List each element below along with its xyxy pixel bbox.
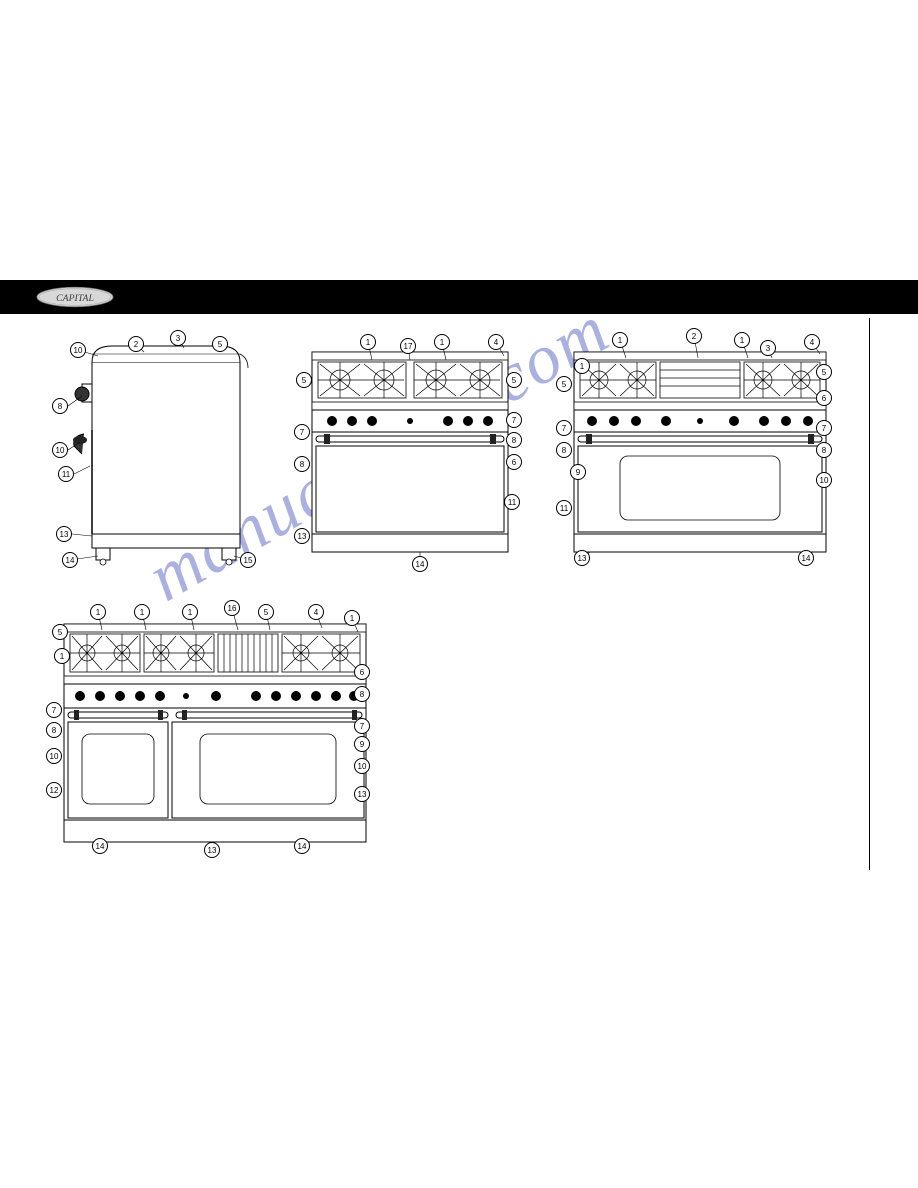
diagram-front-30: 117145577886111314: [290, 334, 530, 574]
callout-10: 10: [816, 472, 832, 488]
callout-10: 10: [46, 748, 62, 764]
callout-14: 14: [62, 552, 78, 568]
callout-14: 14: [798, 550, 814, 566]
callout-9: 9: [570, 464, 586, 480]
callout-5: 5: [506, 372, 522, 388]
callout-7: 7: [506, 412, 522, 428]
brand-logo: CAPITAL: [36, 286, 114, 308]
callout-8: 8: [506, 432, 522, 448]
callout-5: 5: [258, 604, 274, 620]
callout-4: 4: [804, 334, 820, 350]
callout-7: 7: [354, 718, 370, 734]
callout-5: 5: [212, 336, 228, 352]
callout-15: 15: [240, 552, 256, 568]
column-divider: [869, 318, 870, 870]
callout-14: 14: [92, 838, 108, 854]
callout-11: 11: [556, 500, 572, 516]
callout-1: 1: [434, 334, 450, 350]
callout-1: 1: [90, 604, 106, 620]
callout-2: 2: [128, 336, 144, 352]
callout-1: 1: [54, 648, 70, 664]
callout-13: 13: [204, 842, 220, 858]
callout-8: 8: [556, 442, 572, 458]
callout-1: 1: [360, 334, 376, 350]
callout-14: 14: [294, 838, 310, 854]
svg-text:CAPITAL: CAPITAL: [56, 293, 94, 304]
callout-1: 1: [182, 604, 198, 620]
callout-7: 7: [46, 702, 62, 718]
callout-8: 8: [816, 442, 832, 458]
diagram-side-view: 1023581011131415: [44, 334, 264, 574]
callout-1: 1: [134, 604, 150, 620]
callout-5: 5: [556, 376, 572, 392]
callout-10: 10: [52, 442, 68, 458]
callout-11: 11: [58, 466, 74, 482]
callout-5: 5: [816, 364, 832, 380]
callout-13: 13: [294, 528, 310, 544]
callout-1: 1: [344, 610, 360, 626]
callout-6: 6: [816, 390, 832, 406]
callout-9: 9: [354, 736, 370, 752]
callout-6: 6: [354, 664, 370, 680]
callout-4: 4: [488, 334, 504, 350]
callout-1: 1: [574, 358, 590, 374]
callout-5: 5: [296, 372, 312, 388]
callout-13: 13: [56, 526, 72, 542]
callout-8: 8: [294, 456, 310, 472]
callout-10: 10: [354, 758, 370, 774]
callout-3: 3: [760, 340, 776, 356]
callout-12: 12: [46, 782, 62, 798]
callout-17: 17: [400, 338, 416, 354]
callout-2: 2: [686, 328, 702, 344]
diagram-front-48: 111165415168778910101213141314: [46, 604, 386, 864]
callout-7: 7: [556, 420, 572, 436]
callout-8: 8: [52, 398, 68, 414]
callout-4: 4: [308, 604, 324, 620]
callout-16: 16: [224, 600, 240, 616]
callout-10: 10: [70, 342, 86, 358]
callout-13: 13: [574, 550, 590, 566]
callout-1: 1: [734, 332, 750, 348]
callout-1: 1: [612, 332, 628, 348]
callout-7: 7: [294, 424, 310, 440]
callout-11: 11: [504, 494, 520, 510]
callout-7: 7: [816, 420, 832, 436]
header-band: [0, 280, 918, 314]
callout-8: 8: [46, 722, 62, 738]
callout-14: 14: [412, 556, 428, 572]
callout-3: 3: [170, 330, 186, 346]
callout-6: 6: [506, 454, 522, 470]
callout-8: 8: [354, 686, 370, 702]
callout-5: 5: [52, 624, 68, 640]
diagram-front-36: 1213415567788910111314: [556, 334, 846, 574]
callout-13: 13: [354, 786, 370, 802]
